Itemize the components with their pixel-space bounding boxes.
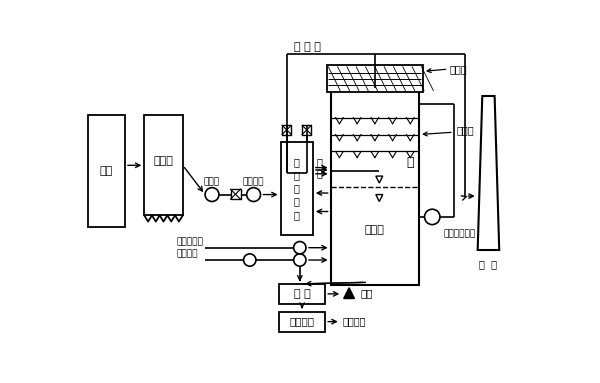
Text: 氧化空气: 氧化空气 (176, 249, 198, 259)
Text: 锅炉: 锅炉 (100, 166, 113, 176)
Bar (302, 125, 311, 134)
Text: 净化废水: 净化废水 (343, 317, 367, 327)
Text: 喷淋层: 喷淋层 (456, 126, 474, 136)
Text: 石灰石浆液: 石灰石浆液 (176, 237, 203, 246)
Text: 净 烟 气: 净 烟 气 (294, 43, 321, 52)
Bar (230, 189, 241, 199)
Text: ん: ん (406, 157, 413, 170)
Text: 废水处理: 废水处理 (290, 317, 314, 327)
Bar (88, 115, 125, 227)
Text: 除雾器: 除雾器 (450, 64, 467, 74)
Bar (279, 284, 325, 304)
Text: 增压风机: 增压风机 (243, 177, 265, 186)
Text: 除尘器: 除尘器 (154, 157, 173, 167)
Text: 吸收塔: 吸收塔 (365, 225, 385, 235)
Text: 烟  囱: 烟 囱 (479, 259, 497, 269)
Text: 除雾气冲洗水: 除雾气冲洗水 (444, 229, 476, 238)
Bar (327, 65, 423, 92)
Text: 烟
气
换
热
器: 烟 气 换 热 器 (294, 157, 299, 220)
Text: 石膏: 石膏 (361, 288, 373, 298)
Text: 托
盘: 托 盘 (317, 157, 323, 178)
Bar (281, 142, 313, 235)
Text: 引风机: 引风机 (204, 177, 220, 186)
Bar (331, 88, 419, 285)
Polygon shape (344, 288, 355, 298)
Text: 脱 水: 脱 水 (294, 289, 310, 299)
Bar (279, 312, 325, 332)
Bar (282, 125, 292, 134)
Bar (144, 115, 183, 215)
